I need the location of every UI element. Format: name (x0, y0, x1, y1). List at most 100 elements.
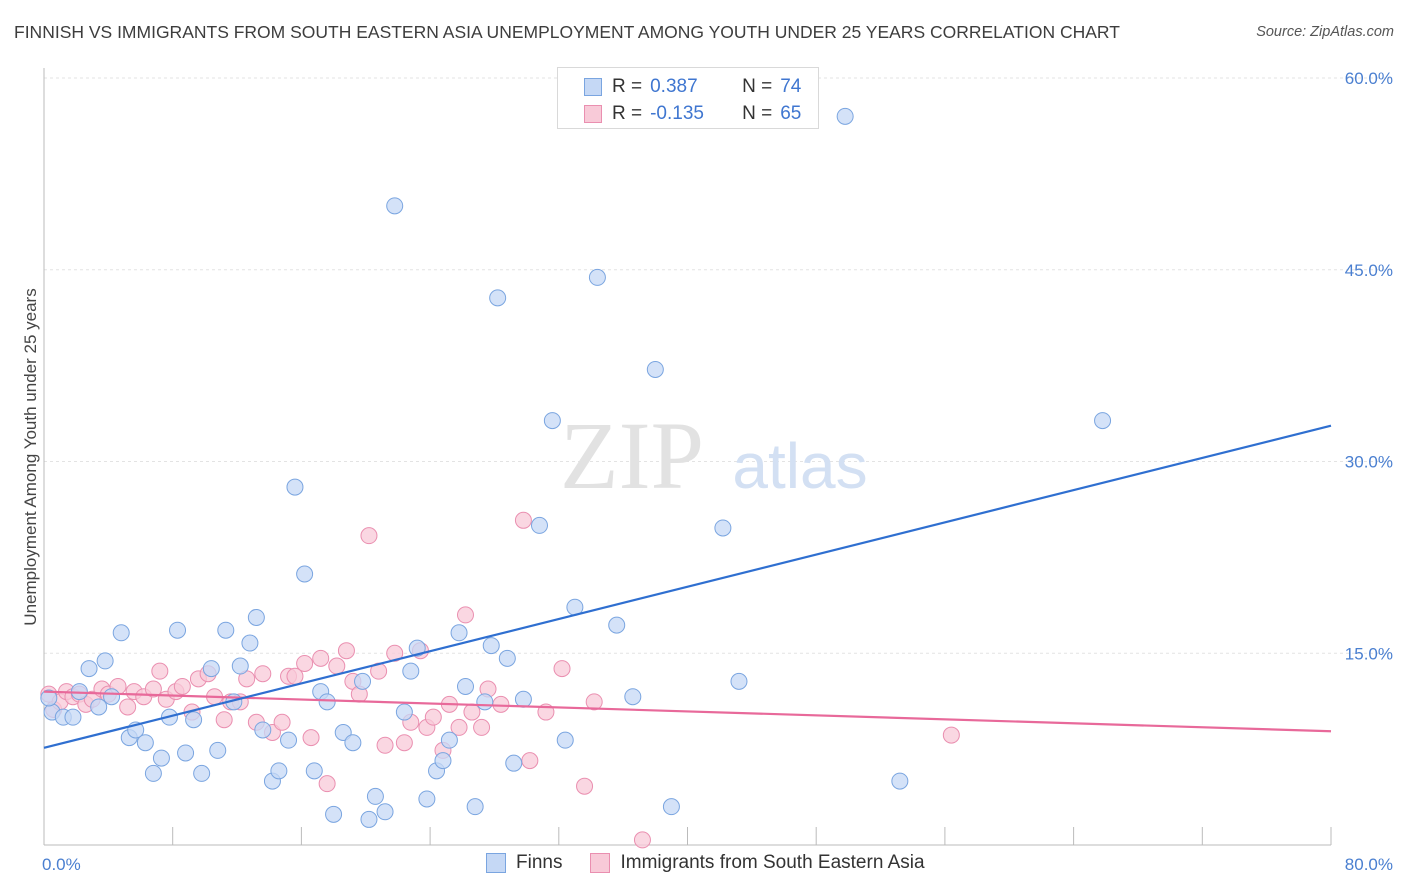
y-tick-label: 45.0% (1345, 261, 1393, 280)
x-tick-label: 0.0% (42, 855, 81, 874)
tick-labels: 15.0% 30.0% 45.0% 60.0% 0.0% 80.0% (42, 69, 1393, 874)
finns-point (489, 289, 507, 307)
finns-point (608, 616, 626, 634)
finns-point (891, 772, 909, 790)
imm-point (215, 711, 233, 729)
source-credit: Source: ZipAtlas.com (1256, 24, 1394, 40)
finns-swatch (584, 78, 602, 96)
finns-point (231, 657, 249, 675)
finns-trend-line (43, 424, 1332, 749)
finns-point (169, 621, 187, 639)
imm-point (463, 703, 481, 721)
finns-points (40, 107, 1112, 828)
imm-point (521, 752, 539, 770)
imm-point (318, 775, 336, 793)
finns-point (144, 764, 162, 782)
chart-title: FINNISH VS IMMIGRANTS FROM SOUTH EASTERN… (14, 22, 1120, 42)
r-label: R = (612, 103, 643, 124)
immigrants-points (40, 511, 960, 849)
finns-point (386, 197, 404, 215)
imm-point (312, 649, 330, 667)
finns-point (662, 798, 680, 816)
finns-point (376, 803, 394, 821)
imm-point (376, 736, 394, 754)
finns-point (40, 689, 58, 707)
finns-point (103, 688, 121, 706)
finns-point (254, 721, 272, 739)
imm-point (360, 527, 378, 545)
finns-point (456, 677, 474, 695)
finns-point (434, 752, 452, 770)
finns-point (714, 519, 732, 537)
finns-point (408, 639, 426, 657)
finns-point (466, 798, 484, 816)
r-label: R = (612, 76, 643, 97)
finns-point (152, 749, 170, 767)
imm-point (514, 511, 532, 529)
x-tick-label: 80.0% (1345, 855, 1393, 874)
imm-legend-label: Immigrants from South Eastern Asia (620, 852, 925, 873)
finns-point (112, 624, 130, 642)
y-tick-label: 60.0% (1345, 69, 1393, 88)
legend-item-imm: Immigrants from South Eastern Asia (590, 852, 925, 874)
imm-legend-swatch (590, 853, 611, 873)
finns-point (64, 708, 82, 726)
imm-n-value: 65 (780, 103, 802, 124)
finns-r-value: 0.387 (650, 76, 698, 97)
finns-point (177, 744, 195, 762)
n-label: N = (742, 76, 773, 97)
finns-point (325, 805, 343, 823)
axes (43, 68, 1332, 846)
imm-point (450, 718, 468, 736)
imm-point (302, 729, 320, 747)
finns-point (305, 762, 323, 780)
finns-point (418, 790, 436, 808)
finns-point (543, 412, 561, 430)
y-axis-label: Unemployment Among Youth under 25 years (21, 288, 40, 625)
imm-point (337, 642, 355, 660)
series-legend: Finns Immigrants from South Eastern Asia (486, 852, 953, 874)
imm-point (456, 606, 474, 624)
finns-point (395, 703, 413, 721)
finns-n-value: 74 (780, 76, 802, 97)
imm-point (492, 695, 510, 713)
finns-point (440, 731, 458, 749)
n-label: N = (742, 103, 773, 124)
imm-point (395, 734, 413, 752)
imm-point (328, 657, 346, 675)
imm-point (296, 654, 314, 672)
imm-point (942, 726, 960, 744)
legend-row-imm: R = -0.135 N = 65 (584, 103, 801, 125)
finns-point (217, 621, 235, 639)
finns-point (505, 754, 523, 772)
imm-point (119, 698, 137, 716)
finns-point (247, 608, 265, 626)
legend-item-finns: Finns (486, 852, 562, 874)
imm-point (633, 831, 651, 849)
imm-r-value: -0.135 (650, 103, 704, 124)
finns-point (1094, 412, 1112, 430)
finns-point (202, 660, 220, 678)
finns-legend-label: Finns (516, 852, 563, 873)
finns-point (270, 762, 288, 780)
imm-point (173, 677, 191, 695)
finns-point (366, 787, 384, 805)
finns-point (286, 478, 304, 496)
finns-point (80, 660, 98, 678)
finns-point (556, 731, 574, 749)
gridlines (44, 77, 1392, 654)
finns-point (530, 516, 548, 534)
y-tick-label: 15.0% (1345, 644, 1393, 663)
finns-point (193, 764, 211, 782)
imm-point (585, 693, 603, 711)
imm-trend-line (43, 690, 1332, 733)
finns-point (344, 734, 362, 752)
finns-point (450, 624, 468, 642)
watermark-atlas: atlas (732, 430, 867, 502)
imm-point (386, 644, 404, 662)
finns-point (402, 662, 420, 680)
finns-point (482, 637, 500, 655)
finns-point (588, 268, 606, 286)
legend-row-finns: R = 0.387 N = 74 (584, 76, 801, 98)
